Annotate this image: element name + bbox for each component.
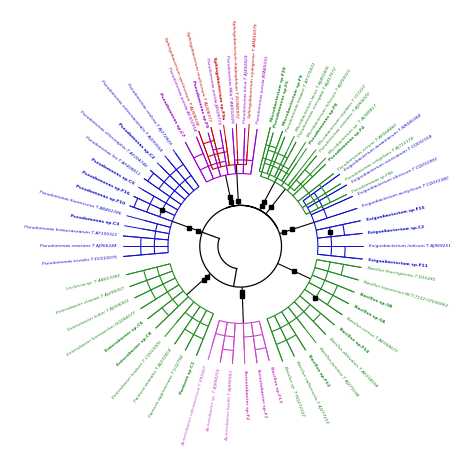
Text: Pseudomonas sp.C5: Pseudomonas sp.C5 — [90, 158, 135, 186]
Text: Bacillus pumilus T AJ275198: Bacillus pumilus T AJ275198 — [318, 346, 359, 397]
Text: Bacillus cereus T AE008677: Bacillus cereus T AE008677 — [346, 316, 398, 354]
Text: Bacillus vallismortis T AJ277212: Bacillus vallismortis T AJ277212 — [295, 361, 329, 425]
Text: Sphingobacterium sp.F9a: Sphingobacterium sp.F9a — [212, 56, 225, 119]
Text: Bacillus sp.5B: Bacillus sp.5B — [359, 292, 392, 309]
Text: Acinetobacter lwoffii T AJ888983: Acinetobacter lwoffii T AJ888983 — [225, 370, 234, 441]
Text: Pseudomonas sp.F8: Pseudomonas sp.F8 — [308, 102, 339, 145]
Text: Pseudomonas reactans T AJ966020: Pseudomonas reactans T AJ966020 — [319, 91, 371, 153]
Text: Exiguobacterium mexicanum T CQ031554: Exiguobacterium mexicanum T CQ031554 — [351, 134, 433, 184]
Text: Pseudomonas putida ATAB5055: Pseudomonas putida ATAB5055 — [256, 55, 269, 124]
Text: Pantoea agglomerans T U32794: Pantoea agglomerans T U32794 — [148, 355, 184, 418]
Text: Microbacterium lacus T AJ491806: Microbacterium lacus T AJ491806 — [295, 64, 330, 132]
Text: Pseudomonas reactans T AJ966244: Pseudomonas reactans T AJ966244 — [40, 244, 117, 248]
Text: Pseudomonas veronii T AF064460: Pseudomonas veronii T AF064460 — [337, 123, 398, 172]
Text: Pseudomonas sp.F5: Pseudomonas sp.F5 — [273, 80, 290, 128]
Text: Bacillus sp.F13: Bacillus sp.F13 — [269, 366, 282, 403]
Text: Enterobacter sp.C6: Enterobacter sp.C6 — [104, 321, 145, 353]
Text: Microbacterium foliorum T AJ390021: Microbacterium foliorum T AJ390021 — [307, 69, 353, 138]
Text: Exiguobacterium acetylicum T CQ031380: Exiguobacterium acetylicum T CQ031380 — [362, 177, 450, 209]
Text: Exiguobacterium aurantiacum T NR085364: Exiguobacterium aurantiacum T NR085364 — [343, 114, 422, 173]
Text: Pseudomonas fulva T AJ492829: Pseudomonas fulva T AJ492829 — [243, 54, 249, 123]
Text: Pseudomonas lini T AF408811: Pseudomonas lini T AF408811 — [84, 136, 140, 177]
Text: Pseudomonas putida JB509773: Pseudomonas putida JB509773 — [205, 57, 221, 125]
Text: Bacillus sp.F14: Bacillus sp.F14 — [337, 327, 369, 354]
Text: Enterobacter lindneri T CQ033005: Enterobacter lindneri T CQ033005 — [111, 340, 163, 400]
Text: Sphingobacterium siyangense T AM410079: Sphingobacterium siyangense T AM410079 — [247, 24, 258, 119]
Text: Enterobacter sp.C8: Enterobacter sp.C8 — [116, 331, 153, 366]
Text: Pseudomonas putida AF303954: Pseudomonas putida AF303954 — [167, 67, 196, 132]
Text: Pseudomonas sp.F8b: Pseudomonas sp.F8b — [351, 170, 394, 194]
Text: Pseudomonas cedrina T AJ272829: Pseudomonas cedrina T AJ272829 — [126, 83, 171, 146]
Text: Enterobacter kobei T AJ508303: Enterobacter kobei T AJ508303 — [68, 299, 130, 332]
Text: Acinetobacter sp.F7: Acinetobacter sp.F7 — [256, 368, 267, 418]
Text: Acinetobacter sp. T AJ888256: Acinetobacter sp. T AJ888256 — [206, 368, 221, 432]
Text: Pseudomonas sp.F16: Pseudomonas sp.F16 — [81, 170, 129, 196]
Text: Pseudomonas chlororaphis T AF094748: Pseudomonas chlororaphis T AF094748 — [79, 110, 147, 168]
Text: Bacillus altitudinis T AE234594: Bacillus altitudinis T AE234594 — [328, 337, 378, 388]
Text: Pantoea ananatis T AJ233414: Pantoea ananatis T AJ233414 — [134, 348, 173, 403]
Text: Exiguobacterium sp.F11: Exiguobacterium sp.F11 — [368, 258, 428, 268]
Text: Bacillus thuringiensis T D16281: Bacillus thuringiensis T D16281 — [367, 266, 435, 283]
Text: Bacillus sp.5A: Bacillus sp.5A — [353, 305, 385, 324]
Text: Sphingobacterium multivorum T AJ308377: Sphingobacterium multivorum T AJ308377 — [185, 31, 211, 122]
Text: Microbacterium sp.F9: Microbacterium sp.F9 — [283, 74, 305, 127]
Text: Pseudomonas sp.F4: Pseudomonas sp.F4 — [328, 125, 366, 162]
Text: Pseudomonas sp.F9: Pseudomonas sp.F9 — [191, 80, 209, 128]
Text: Pantoea sp.C1: Pantoea sp.C1 — [179, 360, 196, 394]
Text: Pseudomonas congelans T AJ715374: Pseudomonas congelans T AJ715374 — [345, 137, 414, 182]
Text: Pseudomonas sp.F10: Pseudomonas sp.F10 — [75, 184, 125, 206]
Text: Exiguobacterium indicum T AJ969251: Exiguobacterium indicum T AJ969251 — [369, 244, 451, 248]
Text: Pseudomonas sp.C3: Pseudomonas sp.C3 — [70, 214, 119, 227]
Text: Pseudomonas sp.C7: Pseudomonas sp.C7 — [158, 92, 184, 138]
Text: Bacillus sp.F12: Bacillus sp.F12 — [307, 354, 330, 388]
Text: Leclercia sp. T AB013382: Leclercia sp. T AB013382 — [66, 274, 121, 292]
Text: Pseudomonas tolaasii T AF370831: Pseudomonas tolaasii T AF370831 — [285, 62, 317, 132]
Text: Microbacterium sp. T AJ389817: Microbacterium sp. T AJ389817 — [328, 104, 378, 155]
Text: Bacillus sp. T HQ272322: Bacillus sp. T HQ272322 — [283, 366, 305, 418]
Text: Pseudomonas corrugata T AJ417072: Pseudomonas corrugata T AJ417072 — [297, 66, 337, 138]
Text: Pseudomonas NKa T AB002026: Pseudomonas NKa T AB002026 — [225, 55, 234, 123]
Text: Enterobacter cloacae T AJ295057: Enterobacter cloacae T AJ295057 — [55, 287, 125, 315]
Text: Bacillus toyonensis BCT-7112 CP006962: Bacillus toyonensis BCT-7112 CP006962 — [364, 280, 448, 308]
Text: Pseudomonas extremaustralis T AJ293568: Pseudomonas extremaustralis T AJ293568 — [100, 80, 163, 153]
Text: Microbacterium oxydans T Y17227: Microbacterium oxydans T Y17227 — [318, 84, 368, 146]
Text: Sphingobacterium spiritivorum T AJ308338: Sphingobacterium spiritivorum T AJ308338 — [163, 37, 199, 127]
Text: Sphingobacterium thalpophilum T EU945972: Sphingobacterium thalpophilum T EU945972 — [231, 20, 238, 118]
Text: Exiguobacterium sp.C2: Exiguobacterium sp.C2 — [368, 225, 425, 235]
Text: Pseudomonas brassicacearum T AF100321: Pseudomonas brassicacearum T AF100321 — [24, 225, 118, 237]
Text: Exiguobacterium sp.F15: Exiguobacterium sp.F15 — [366, 205, 425, 221]
Text: Pseudomonas fluorescens T AB402396: Pseudomonas fluorescens T AB402396 — [39, 191, 122, 216]
Text: Pseudomonas sp.C2: Pseudomonas sp.C2 — [117, 122, 155, 160]
Text: Pseudomonas trivialis T EU103075: Pseudomonas trivialis T EU103075 — [42, 255, 118, 265]
Text: Acinetobacter calcoaceticus T X81667: Acinetobacter calcoaceticus T X81667 — [182, 365, 209, 446]
Text: Enterobacter hormaechei GQ284577: Enterobacter hormaechei GQ284577 — [66, 310, 137, 356]
Text: Exiguobacterium sibiricum T CQ031993: Exiguobacterium sibiricum T CQ031993 — [357, 157, 438, 196]
Text: Acinetobacter sp.F2: Acinetobacter sp.F2 — [243, 370, 249, 419]
Text: Microbacterium sp.F20: Microbacterium sp.F20 — [270, 66, 287, 122]
